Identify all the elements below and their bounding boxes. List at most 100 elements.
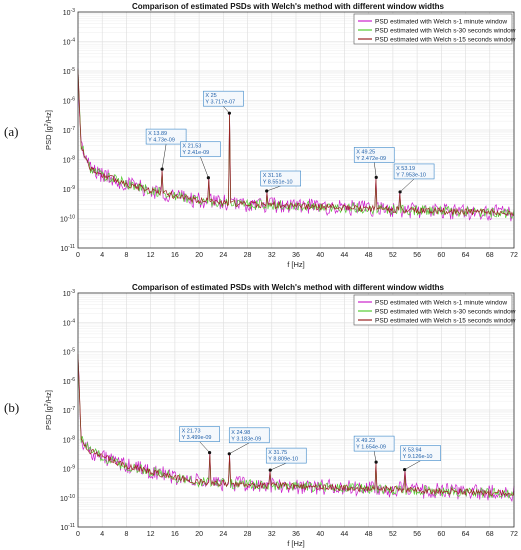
- datatip-y-label: Y 2.472e-09: [356, 156, 386, 162]
- datatip-y-label: Y 9.126e-10: [403, 454, 433, 460]
- datatip-y-label: Y 4.73e-09: [148, 138, 175, 144]
- x-tick-label: 68: [486, 531, 494, 538]
- datatip-y-label: Y 3.183e-09: [231, 436, 261, 442]
- y-tick-label: 10-4: [63, 318, 75, 327]
- y-tick-label: 10-3: [63, 8, 75, 17]
- datatip-x-label: X 53.19: [396, 166, 415, 172]
- x-tick-label: 12: [147, 252, 155, 259]
- datatip-x-label: X 31.16: [263, 173, 282, 179]
- x-tick-label: 32: [268, 531, 276, 538]
- legend-box: [353, 294, 513, 326]
- series-line-1: [77, 358, 515, 503]
- peak-marker: [207, 450, 212, 455]
- y-tick-label: 10-10: [60, 494, 75, 503]
- datatip-x-label: X 49.23: [356, 438, 375, 444]
- peak-marker: [227, 452, 231, 456]
- chart-title: Comparison of estimated PSDs with Welch'…: [132, 2, 445, 11]
- x-tick-label: 56: [413, 252, 421, 259]
- x-tick-label: 72: [510, 252, 518, 259]
- peak-marker: [206, 176, 210, 180]
- y-axis-label: PSD [g2/Hz]: [44, 390, 53, 430]
- y-tick-label: 10-9: [63, 185, 75, 194]
- x-tick-label: 28: [244, 252, 252, 259]
- y-tick-label: 10-7: [63, 126, 75, 135]
- peak-marker: [398, 190, 402, 194]
- peak-marker: [227, 111, 231, 115]
- datatip-box: [353, 435, 395, 452]
- x-tick-label: 40: [316, 531, 324, 538]
- datatip-x-label: X 31.75: [268, 450, 287, 456]
- series-line-3: [77, 69, 515, 216]
- legend-box: [353, 13, 513, 45]
- x-tick-label: 44: [341, 531, 349, 538]
- x-tick-label: 0: [76, 252, 80, 259]
- datatip-box: [179, 426, 220, 442]
- datatip-y-label: Y 8.551e-10: [263, 180, 293, 186]
- datatip-leader: [399, 178, 415, 193]
- y-tick-label: 10-11: [60, 244, 75, 253]
- x-tick-label: 0: [76, 531, 80, 538]
- y-tick-label: 10-10: [60, 215, 75, 224]
- legend-entry-3: PSD estimated with Welch s-15 seconds wi…: [375, 317, 516, 324]
- x-tick-label: 44: [341, 252, 349, 259]
- datatip-box: [393, 163, 435, 180]
- x-tick-label: 40: [316, 252, 324, 259]
- y-tick-label: 10-5: [63, 67, 75, 76]
- peak-marker: [374, 460, 378, 464]
- y-tick-label: 10-8: [63, 435, 75, 444]
- peak-marker: [374, 175, 378, 180]
- y-tick-label: 10-8: [63, 156, 75, 165]
- x-tick-label: 32: [268, 252, 276, 259]
- datatip-leader: [161, 144, 167, 170]
- chart-title: Comparison of estimated PSDs with Welch'…: [132, 283, 445, 292]
- x-axis-label: f [Hz]: [287, 260, 305, 269]
- x-tick-label: 52: [389, 252, 397, 259]
- peak-marker: [403, 468, 407, 472]
- datatip-leader: [200, 156, 209, 178]
- y-tick-label: 10-3: [63, 289, 75, 298]
- x-axis-label: f [Hz]: [287, 539, 305, 548]
- x-tick-label: 52: [389, 531, 397, 538]
- datatip-leader: [199, 441, 210, 453]
- legend-entry-3: PSD estimated with Welch s-15 seconds wi…: [375, 36, 516, 43]
- x-tick-label: 68: [486, 252, 494, 259]
- x-tick-label: 36: [292, 531, 300, 538]
- x-tick-label: 16: [171, 252, 179, 259]
- series-line-2: [77, 355, 515, 499]
- x-tick-label: 8: [124, 252, 128, 259]
- x-tick-label: 24: [219, 531, 227, 538]
- x-tick-label: 12: [147, 531, 155, 538]
- datatip-leader: [266, 185, 281, 192]
- datatip-box: [260, 170, 301, 187]
- legend-entry-1: PSD estimated with Welch s-1 minute wind…: [375, 18, 507, 25]
- y-tick-label: 10-6: [63, 97, 75, 106]
- x-tick-label: 4: [100, 531, 104, 538]
- datatip-box: [400, 445, 441, 461]
- x-tick-label: 24: [219, 252, 227, 259]
- datatip-leader: [229, 442, 250, 455]
- panel-label-b: (b): [4, 400, 19, 415]
- x-tick-label: 8: [124, 531, 128, 538]
- x-tick-label: 64: [462, 531, 470, 538]
- x-tick-label: 72: [510, 531, 518, 538]
- datatip-y-label: Y 1.654e-09: [356, 445, 386, 451]
- datatip-box: [353, 147, 395, 163]
- chart-panel-b: 0 4 8 12 16 20 24 28 32 36 40 44 48 52 56 60 64 68 7210-31…: [44, 283, 518, 548]
- datatip-x-label: X 24.98: [231, 430, 250, 436]
- y-tick-label: 10-5: [63, 348, 75, 357]
- y-tick-label: 10-9: [63, 465, 75, 474]
- datatip-leader: [404, 460, 421, 470]
- series-line-3: [77, 354, 515, 497]
- legend-entry-1: PSD estimated with Welch s-1 minute wind…: [375, 299, 507, 306]
- datatip-y-label: Y 7.953e-10: [396, 172, 426, 178]
- x-tick-label: 28: [244, 531, 252, 538]
- datatip-box: [228, 427, 270, 444]
- datatip-leader: [373, 162, 377, 178]
- panel-label-a: (a): [4, 124, 18, 139]
- datatip-leader: [270, 462, 287, 471]
- axes-box: [77, 292, 515, 528]
- datatip-x-label: X 21.53: [182, 144, 201, 150]
- peak-marker: [268, 468, 272, 472]
- axes-box: [77, 11, 515, 249]
